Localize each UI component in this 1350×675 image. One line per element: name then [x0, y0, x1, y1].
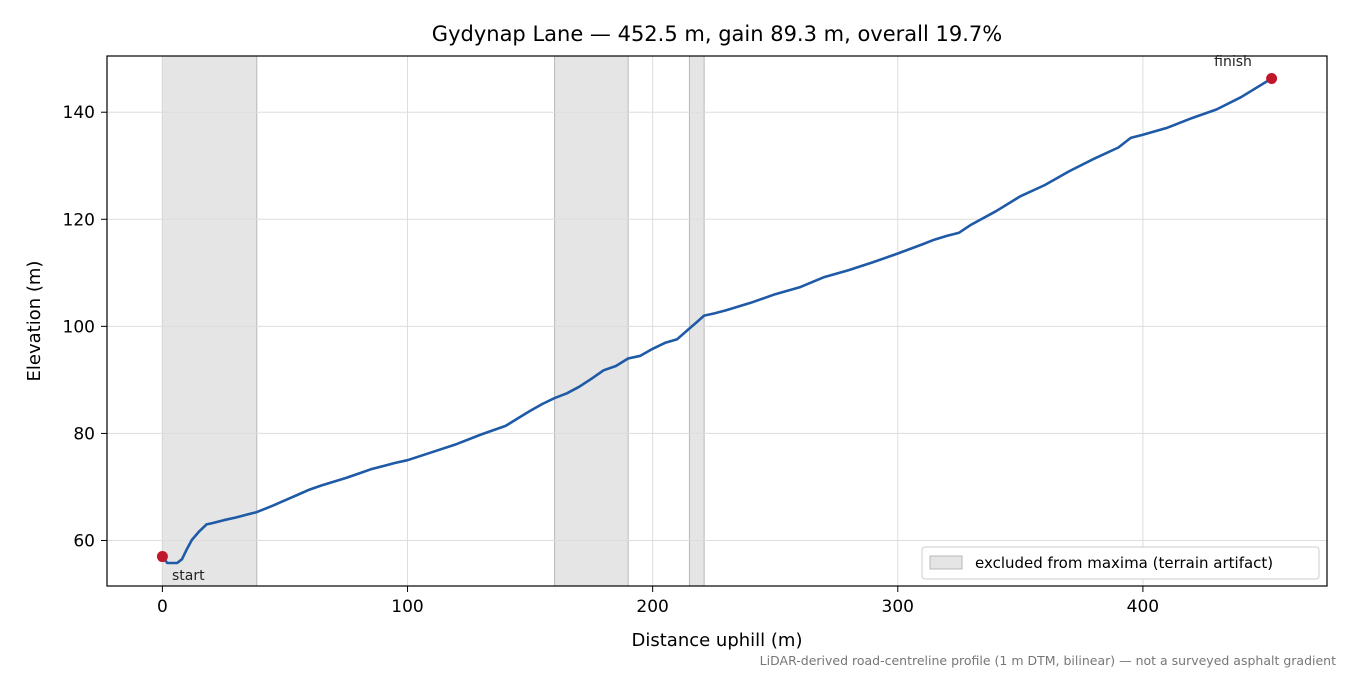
excluded-band-1: [161, 55, 258, 587]
finish-marker: [1266, 72, 1278, 84]
x-tick-label: 300: [882, 597, 914, 617]
legend: excluded from maxima (terrain artifact): [921, 546, 1320, 580]
y-tick-label: 100: [63, 317, 95, 337]
legend-box: [921, 546, 1320, 580]
x-axis-ticks: 0 100 200 300 400: [157, 586, 1159, 617]
x-axis-title: Distance uphill (m): [632, 630, 803, 651]
x-tick-label: 200: [636, 597, 668, 617]
excluded-bands: [161, 55, 705, 587]
finish-label: finish: [1214, 54, 1252, 70]
chart-title: Gydynap Lane — 452.5 m, gain 89.3 m, ove…: [432, 22, 1002, 46]
y-tick-label: 140: [63, 103, 95, 123]
plot-frame: [106, 55, 1328, 587]
grid-lines: [107, 56, 1327, 586]
excluded-band-2: [554, 55, 629, 587]
y-tick-label: 80: [73, 424, 95, 444]
elevation-series-line: [161, 77, 1273, 565]
y-axis-title: Elevation (m): [24, 261, 45, 382]
y-tick-label: 120: [63, 210, 95, 230]
y-tick-label: 60: [73, 531, 95, 551]
footnote: LiDAR-derived road-centreline profile (1…: [760, 653, 1336, 668]
x-tick-label: 0: [157, 597, 168, 617]
endpoint-markers: [156, 72, 1278, 563]
legend-label: excluded from maxima (terrain artifact): [975, 554, 1273, 572]
x-tick-label: 400: [1127, 597, 1159, 617]
y-axis-ticks: 60 80 100 120 140: [63, 103, 107, 551]
start-label: start: [172, 568, 205, 584]
series-group: [161, 77, 1273, 565]
legend-swatch: [929, 555, 963, 570]
x-tick-label: 100: [391, 597, 423, 617]
start-marker: [156, 551, 168, 563]
